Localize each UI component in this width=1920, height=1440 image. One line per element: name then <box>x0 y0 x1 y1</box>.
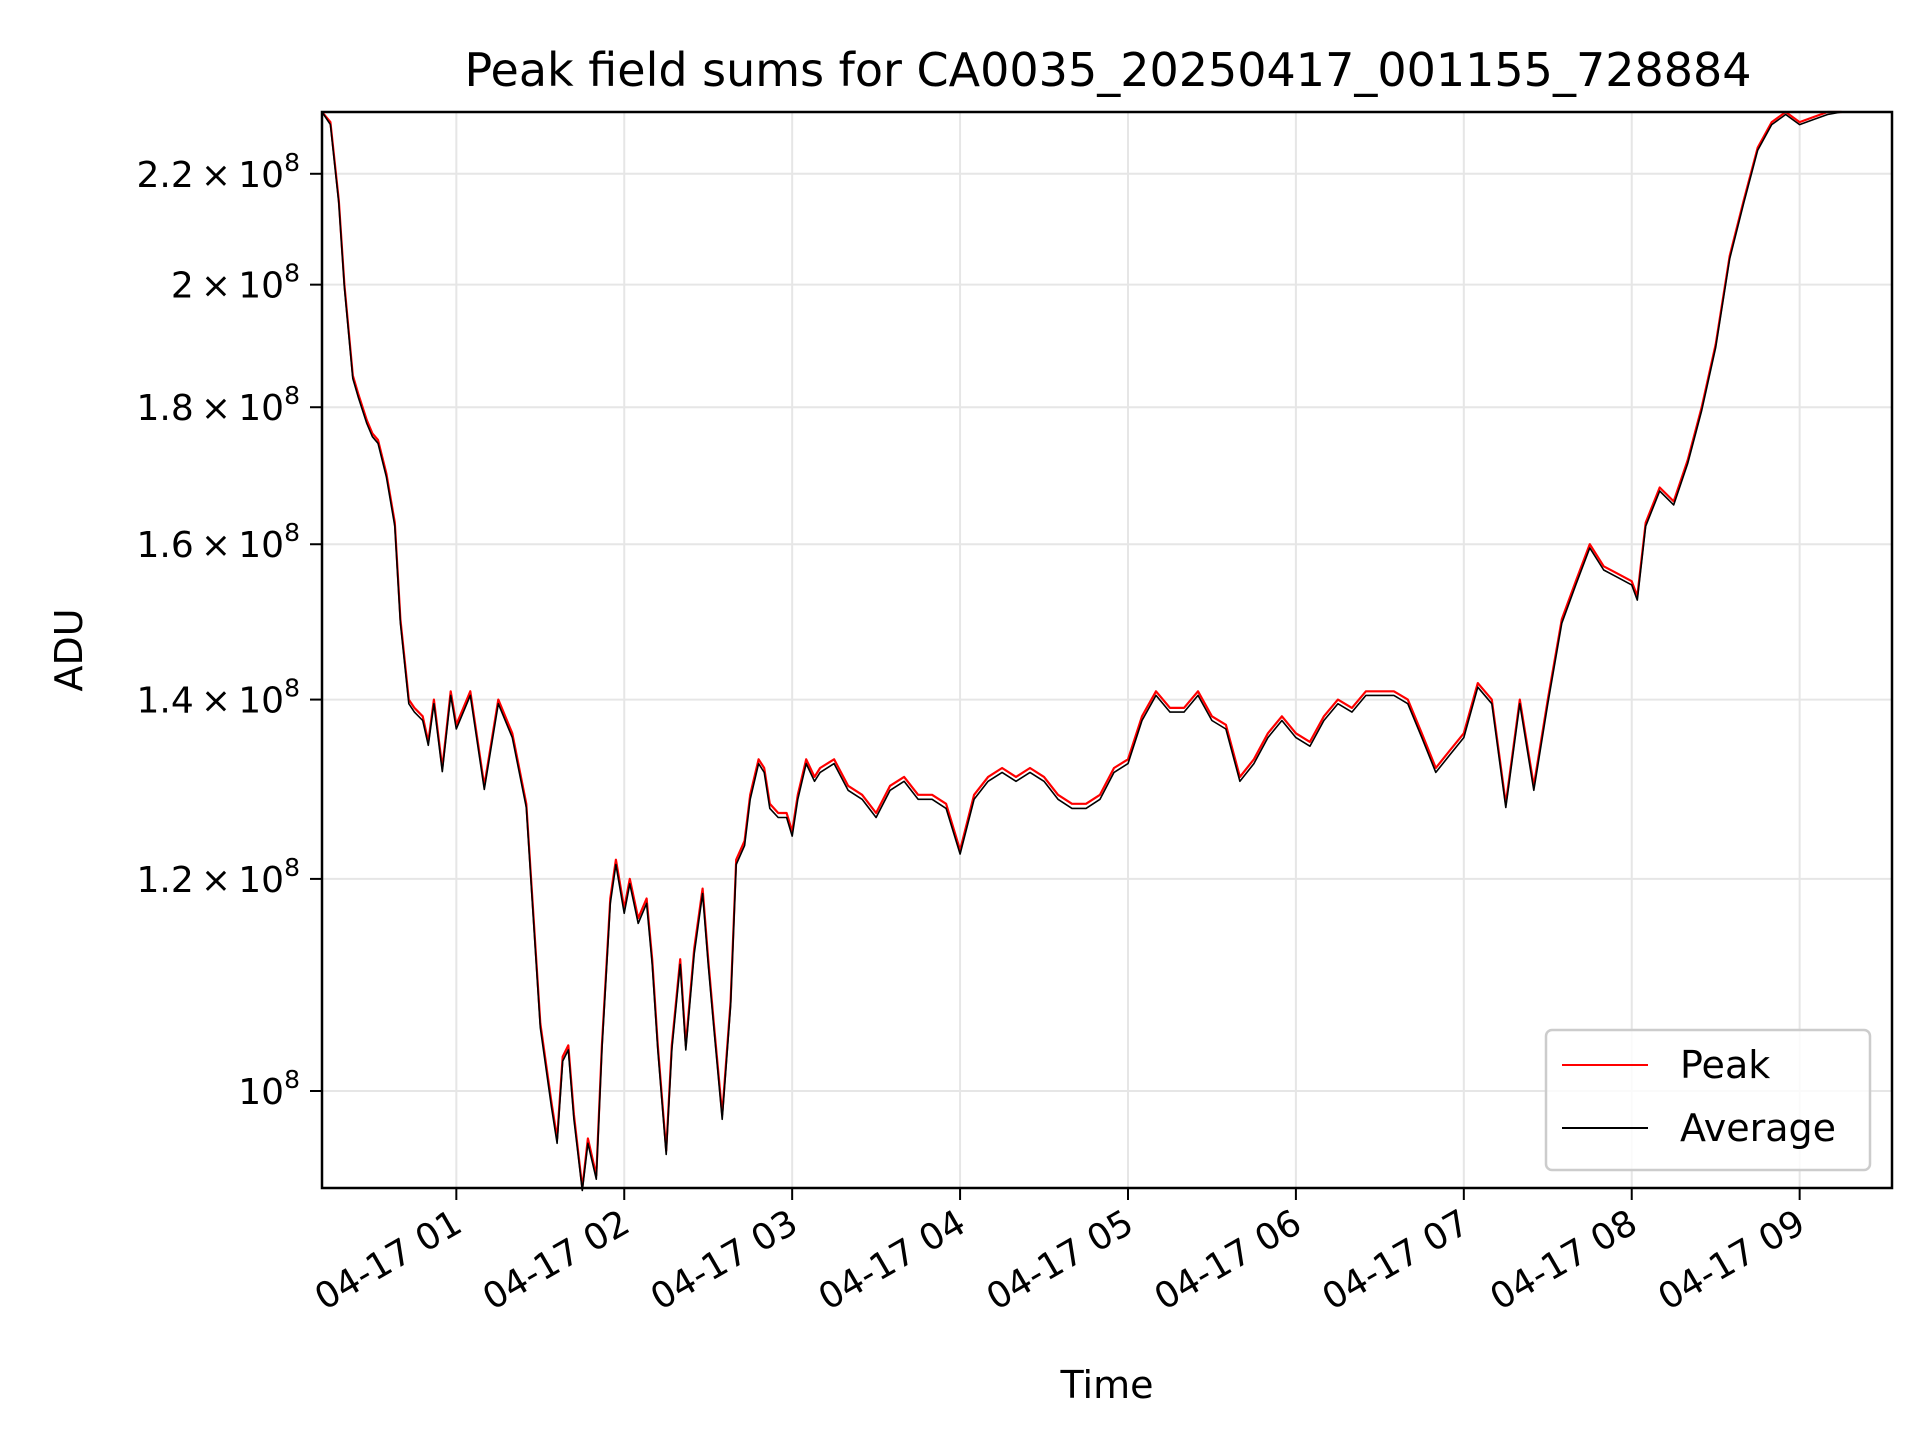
x-tick-label: 04-17 03 <box>644 1202 805 1318</box>
series-layer <box>321 110 1842 1192</box>
x-axis-label: Time <box>1060 1363 1154 1407</box>
y-tick-label: 2.2 × 108 <box>136 148 300 196</box>
y-tick-label: 1.8 × 108 <box>136 381 300 429</box>
x-tick-label: 04-17 06 <box>1148 1202 1309 1318</box>
y-axis-ticks: 108 1.2 × 108 1.4 × 108 1.6 × 108 1.8 × 108 2… <box>136 148 322 1113</box>
y-tick-label: 2 × 108 <box>171 259 300 307</box>
x-tick-label: 04-17 07 <box>1316 1202 1477 1318</box>
y-tick-label: 1.6 × 108 <box>136 518 300 566</box>
y-tick-label: 1.4 × 108 <box>136 674 300 722</box>
series-line-peak <box>321 110 1842 1190</box>
x-axis-ticks: 04-17 01 04-17 02 04-17 03 04-17 04 04-17 05… <box>308 1188 1812 1319</box>
legend: Peak Average <box>1544 1028 1872 1172</box>
x-tick-label: 04-17 01 <box>308 1202 469 1318</box>
x-tick-label: 04-17 05 <box>980 1202 1141 1318</box>
x-tick-label: 04-17 04 <box>812 1202 973 1318</box>
y-tick-label: 108 <box>238 1065 300 1113</box>
legend-label-peak: Peak <box>1680 1043 1770 1087</box>
y-tick-label: 1.2 × 108 <box>136 853 300 901</box>
chart-title: Peak field sums for CA0035_20250417_0011… <box>464 43 1751 97</box>
y-axis-label: ADU <box>47 608 91 691</box>
x-tick-label: 04-17 02 <box>476 1202 637 1318</box>
legend-label-average: Average <box>1680 1106 1836 1150</box>
x-tick-label: 04-17 09 <box>1651 1202 1812 1318</box>
plot-frame <box>320 110 1894 1190</box>
x-tick-label: 04-17 08 <box>1484 1202 1645 1318</box>
series-line-average <box>321 111 1842 1192</box>
grid-layer <box>322 112 1892 1188</box>
